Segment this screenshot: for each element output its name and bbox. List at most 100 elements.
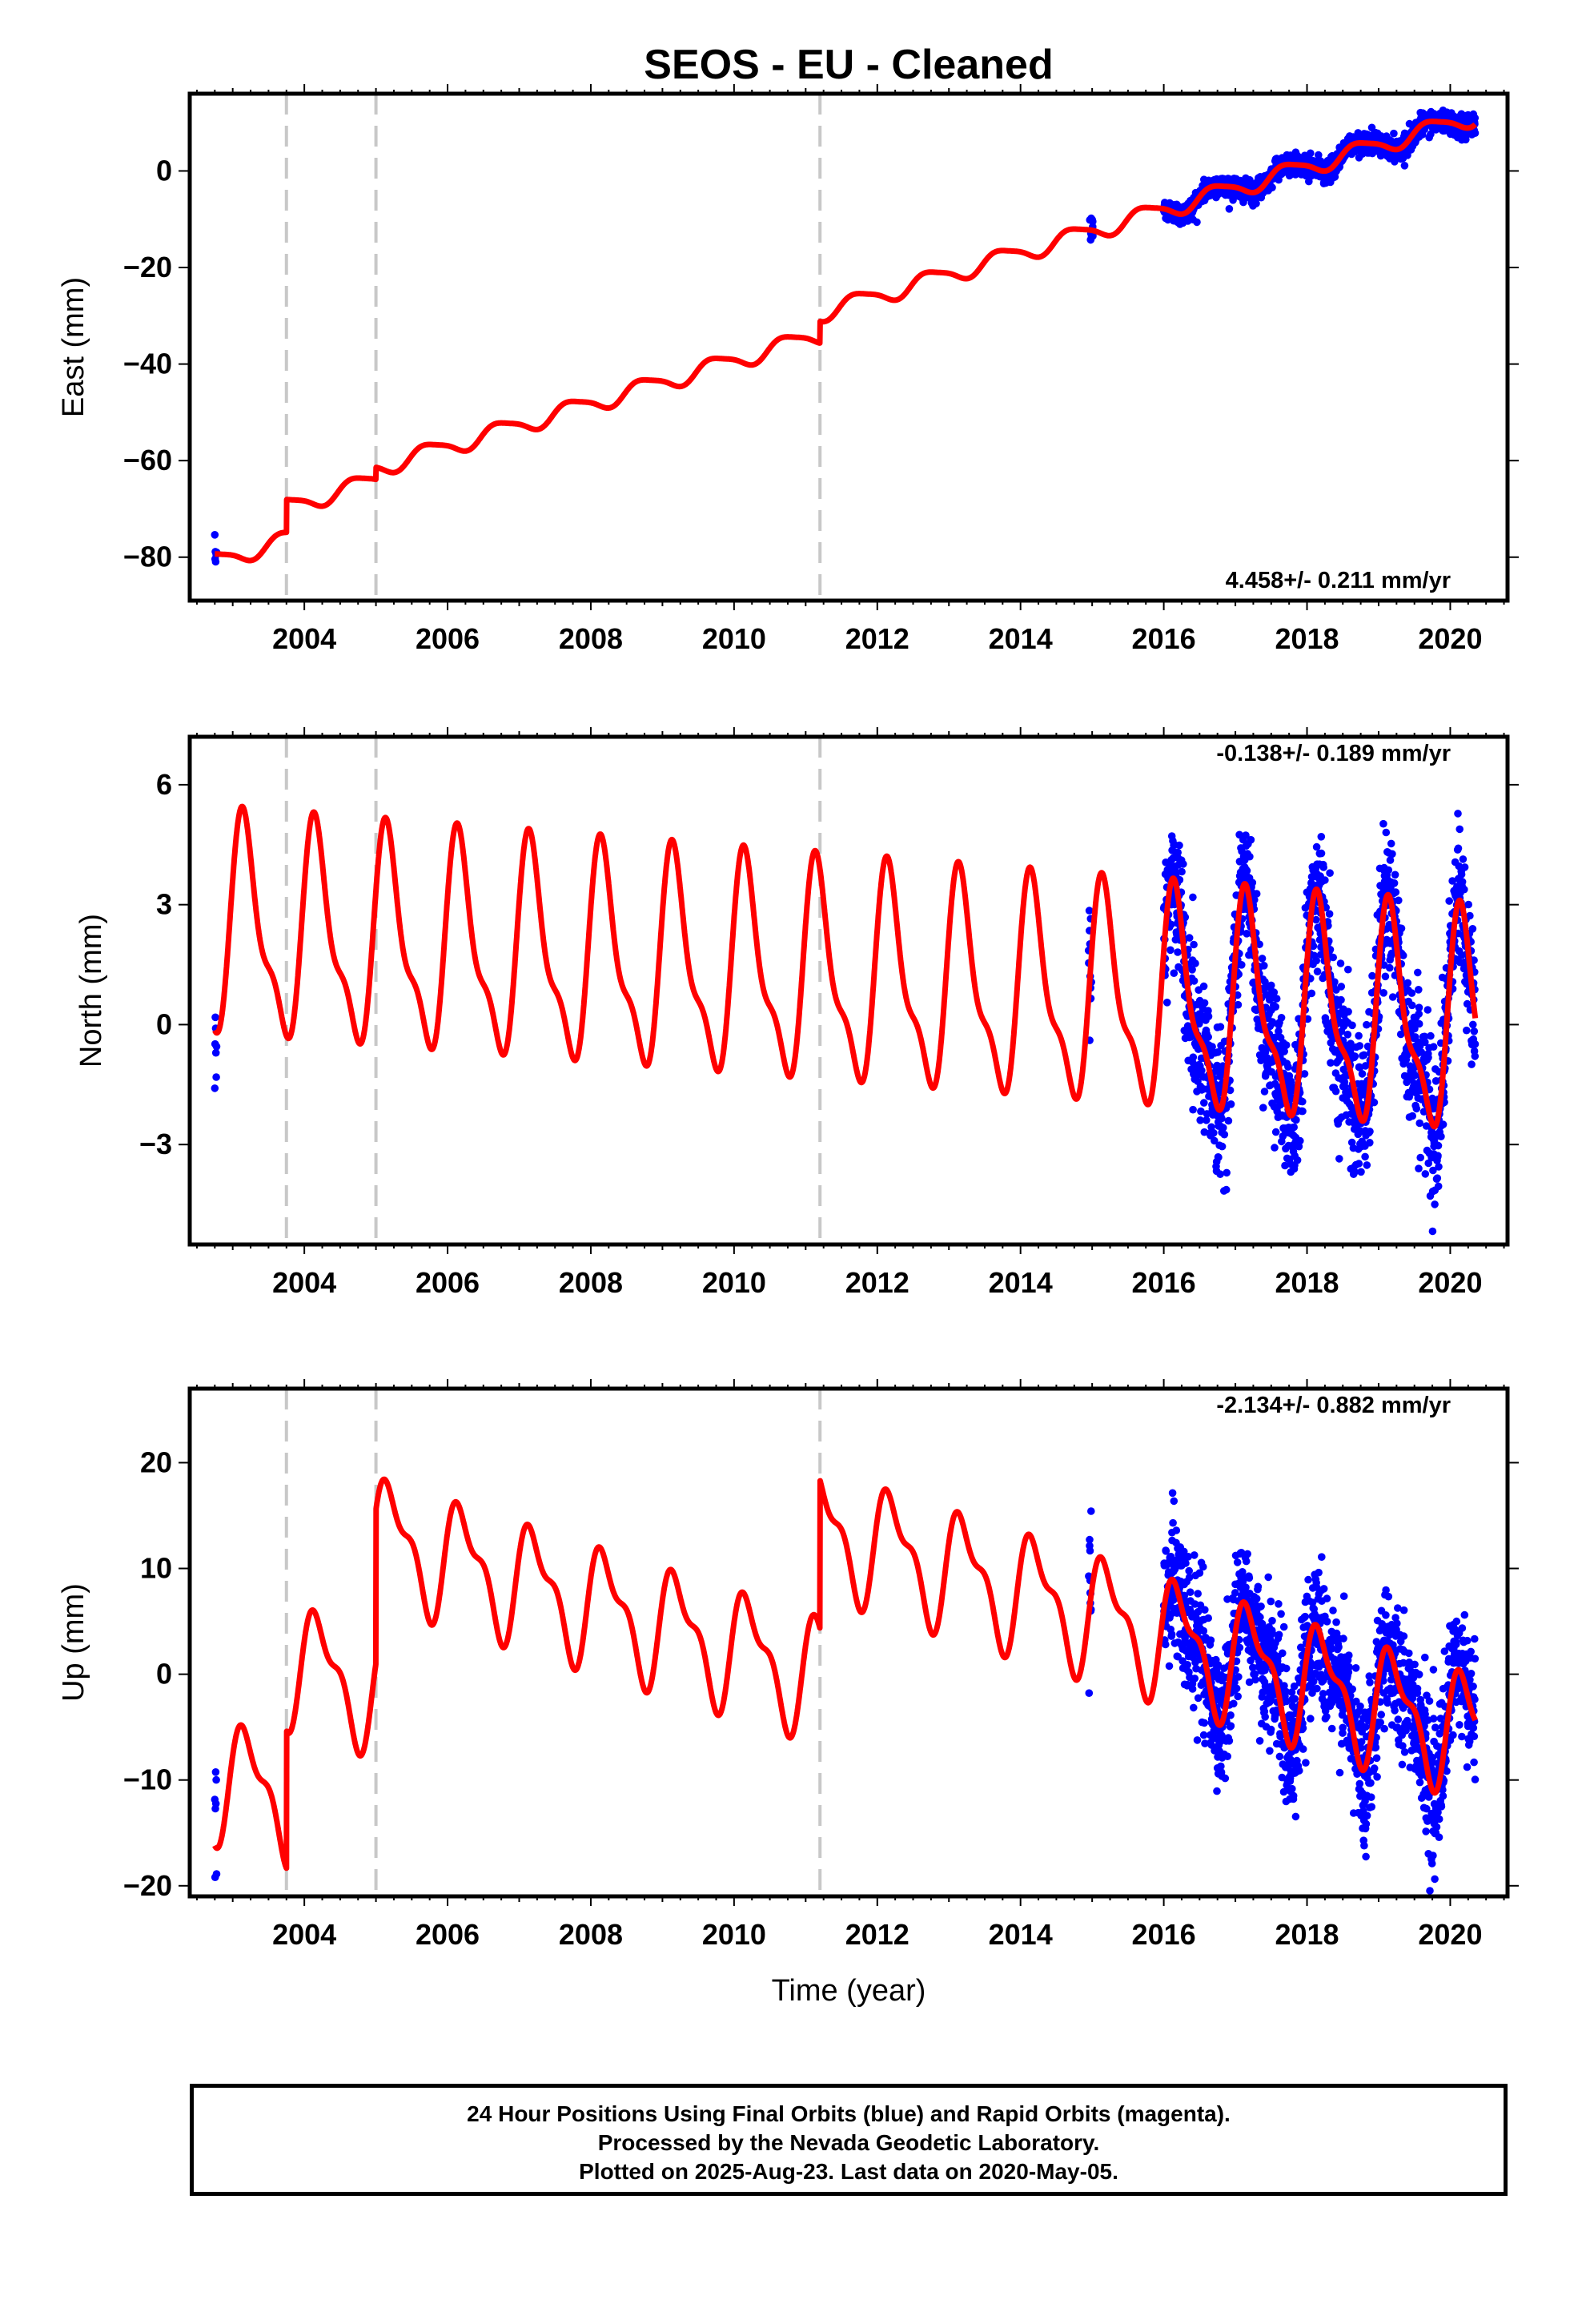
data-point (1199, 1626, 1208, 1635)
data-point (1312, 842, 1321, 851)
data-point (1323, 1594, 1331, 1602)
data-point (1086, 1535, 1094, 1544)
data-point (211, 1084, 219, 1092)
data-point (1329, 1606, 1337, 1614)
data-point (1434, 1182, 1443, 1191)
data-point (1275, 1600, 1283, 1608)
x-tick-label: 2008 (559, 622, 623, 655)
data-point (1191, 1551, 1199, 1559)
data-point (1391, 1707, 1399, 1715)
data-point (1388, 850, 1396, 858)
data-point (1366, 1128, 1374, 1136)
data-point (1367, 1793, 1375, 1801)
data-point (1319, 1585, 1328, 1593)
data-point (1390, 129, 1398, 138)
data-point (1267, 1597, 1275, 1606)
data-point (1200, 999, 1209, 1007)
x-tick-label: 2006 (416, 622, 480, 655)
x-tick-label: 2018 (1275, 1266, 1339, 1299)
data-point (1227, 1100, 1235, 1108)
data-point (1460, 863, 1469, 871)
data-point (1191, 959, 1199, 967)
data-point (1384, 866, 1393, 875)
data-point (1329, 953, 1337, 962)
data-point (1351, 1664, 1360, 1672)
data-point (1456, 825, 1464, 834)
data-point (1207, 1636, 1215, 1644)
data-point (1372, 1754, 1381, 1763)
data-point (1359, 1051, 1368, 1059)
data-point (1358, 1070, 1367, 1078)
data-point (1267, 981, 1275, 990)
x-tick-label: 2018 (1275, 622, 1339, 655)
data-point (1162, 1640, 1170, 1649)
data-point (1355, 1042, 1364, 1050)
data-point (1293, 1156, 1302, 1164)
data-point (1363, 1161, 1371, 1169)
data-point (211, 557, 220, 566)
x-tick-label: 2006 (416, 1266, 480, 1299)
data-point (1210, 1128, 1218, 1137)
x-tick-label: 2012 (845, 622, 909, 655)
observation-points-east (211, 107, 1480, 566)
data-point (1356, 1702, 1364, 1711)
data-point (1178, 867, 1186, 876)
data-point (1398, 1760, 1407, 1769)
data-point (1289, 1791, 1298, 1800)
data-point (1377, 1711, 1385, 1719)
data-point (211, 1013, 219, 1022)
data-point (1271, 1128, 1280, 1136)
data-point (1344, 965, 1352, 974)
data-point (1425, 1697, 1434, 1705)
x-tick-label: 2014 (989, 1266, 1053, 1299)
data-point (1343, 1031, 1352, 1039)
data-point (1165, 1662, 1174, 1671)
data-point (1391, 870, 1399, 879)
data-point (1351, 1052, 1359, 1060)
data-point (1234, 1692, 1242, 1701)
data-point (1407, 1001, 1416, 1010)
data-point (1268, 1617, 1276, 1625)
data-point (211, 1799, 220, 1808)
x-tick-label: 2010 (702, 622, 766, 655)
data-point (1460, 885, 1468, 894)
data-point (1368, 971, 1376, 980)
data-point (1379, 989, 1387, 997)
data-point (1445, 897, 1453, 905)
data-point (1414, 968, 1422, 977)
data-point (1439, 1120, 1447, 1128)
x-tick-label: 2016 (1132, 622, 1196, 655)
data-point (1193, 218, 1201, 227)
data-point (1355, 1779, 1364, 1788)
panel-plot-area-east (211, 94, 1480, 601)
data-point (1295, 1767, 1303, 1775)
data-point (1087, 1507, 1095, 1515)
data-point (1291, 1812, 1300, 1821)
data-point (1415, 1003, 1423, 1011)
data-point (1189, 1105, 1197, 1114)
data-point (1188, 1685, 1197, 1693)
data-point (1248, 879, 1257, 887)
data-point (1387, 839, 1395, 848)
x-tick-label: 2012 (845, 1266, 909, 1299)
data-point (1366, 1139, 1374, 1147)
data-point (1335, 1642, 1343, 1651)
data-point (1282, 1041, 1291, 1049)
data-point (1339, 1723, 1347, 1732)
data-point (1190, 940, 1198, 949)
data-point (1245, 1574, 1254, 1582)
data-point (1388, 993, 1397, 1001)
data-point (1302, 1759, 1310, 1767)
data-point (1307, 149, 1315, 158)
data-point (1166, 946, 1174, 955)
data-point (1431, 1200, 1439, 1208)
figure-title: SEOS - EU - Cleaned (644, 42, 1053, 88)
data-point (1261, 1713, 1269, 1721)
data-point (1185, 934, 1194, 942)
data-point (1363, 1020, 1371, 1029)
data-point (1469, 1020, 1477, 1029)
data-point (1367, 1779, 1375, 1787)
data-point (1390, 879, 1399, 887)
data-point (1384, 1592, 1393, 1601)
data-point (1252, 1594, 1261, 1603)
